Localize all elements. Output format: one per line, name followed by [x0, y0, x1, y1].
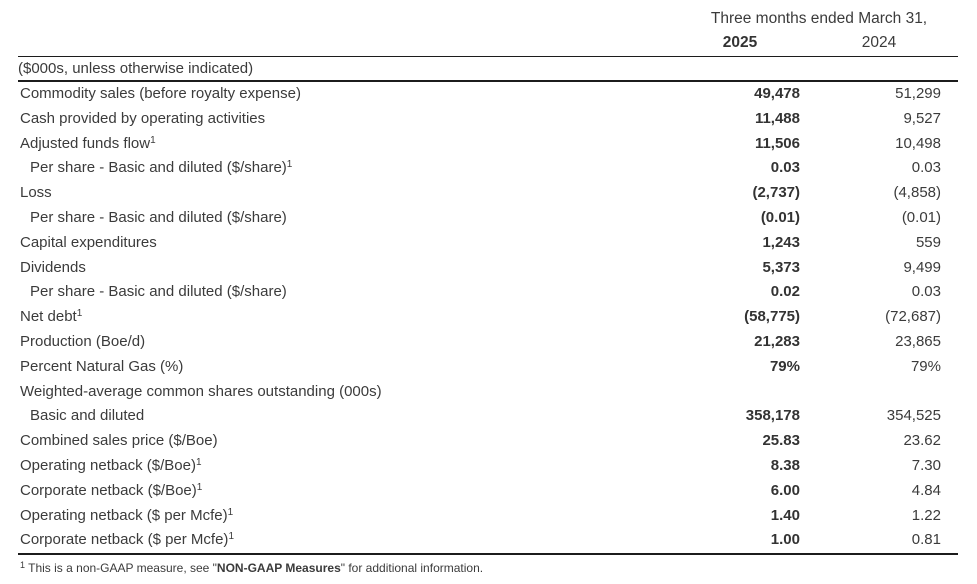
value-2024: (4,858) — [893, 184, 941, 202]
table-row: Production (Boe/d) 21,283 23,865 — [18, 330, 958, 355]
table-row: Combined sales price ($/Boe) 25.83 23.62 — [18, 429, 958, 454]
value-2024: 4.84 — [911, 481, 941, 499]
period-header-row: Three months ended March 31, — [18, 6, 958, 32]
row-label: Corporate netback ($/Boe)1 — [20, 481, 203, 499]
value-2025: 21,283 — [754, 332, 800, 350]
value-2025: 0.02 — [770, 283, 800, 301]
divider-top — [18, 56, 958, 57]
table-row: Operating netback ($ per Mcfe)1 1.40 1.2… — [18, 504, 958, 529]
footnote: 1 This is a non-GAAP measure, see "NON-G… — [18, 555, 958, 576]
row-label: Combined sales price ($/Boe) — [20, 432, 218, 450]
value-2024: 1.22 — [911, 506, 941, 524]
footnote-marker: 1 — [76, 308, 83, 320]
row-label: Capital expenditures — [20, 233, 157, 251]
unit-note: ($000s, unless otherwise indicated) — [18, 60, 254, 77]
footnote-marker: 1 — [20, 560, 26, 571]
value-2025: 11,506 — [754, 134, 800, 152]
footnote-marker: 1 — [227, 506, 234, 518]
footnote-text: This is a non-GAAP measure, see " — [25, 561, 217, 576]
value-2025: 6.00 — [770, 481, 800, 499]
value-2025: 8.38 — [770, 456, 800, 474]
value-2025: 1.00 — [770, 531, 800, 549]
footnote-marker: 1 — [196, 481, 203, 493]
value-2025: 25.83 — [762, 432, 800, 450]
value-2024: 23.62 — [903, 432, 941, 450]
row-label: Production (Boe/d) — [20, 332, 146, 350]
row-label: Operating netback ($/Boe)1 — [20, 456, 202, 474]
row-label: Net debt1 — [20, 308, 83, 326]
financial-summary-table: Three months ended March 31, 2025 2024 (… — [18, 0, 958, 576]
table-row: Basic and diluted 358,178 354,525 — [18, 404, 958, 429]
table-row: Weighted-average common shares outstandi… — [18, 380, 958, 405]
row-label: Adjusted funds flow1 — [20, 134, 156, 152]
footnote-marker: 1 — [195, 456, 202, 468]
table-row: Per share - Basic and diluted ($/share) … — [18, 206, 958, 231]
footnote-reference: NON-GAAP Measures — [216, 561, 341, 576]
row-label: Cash provided by operating activities — [20, 109, 266, 127]
table-row: Dividends 5,373 9,499 — [18, 256, 958, 281]
table-row: Corporate netback ($/Boe)1 6.00 4.84 — [18, 479, 958, 504]
column-header-2024: 2024 — [861, 34, 897, 51]
footnote-marker: 1 — [286, 159, 293, 171]
value-2024: 7.30 — [911, 456, 941, 474]
value-2025: 49,478 — [754, 85, 800, 102]
footnote-marker: 1 — [228, 531, 234, 543]
row-label: Operating netback ($ per Mcfe)1 — [20, 506, 234, 524]
value-2024: 0.81 — [911, 531, 941, 549]
value-2024: 51,299 — [895, 85, 941, 102]
year-columns-row: 2025 2024 — [18, 32, 958, 56]
row-label: Commodity sales (before royalty expense) — [20, 85, 301, 102]
table-body: Commodity sales (before royalty expense)… — [18, 82, 958, 553]
column-header-2025: 2025 — [722, 34, 758, 51]
value-2024: (72,687) — [885, 308, 941, 326]
value-2025: 358,178 — [745, 407, 800, 425]
unit-note-row: ($000s, unless otherwise indicated) — [18, 57, 958, 80]
table-row: Capital expenditures 1,243 559 — [18, 231, 958, 256]
row-label: Dividends — [20, 258, 86, 276]
table-row: Cash provided by operating activities 11… — [18, 107, 958, 132]
row-label: Basic and diluted — [30, 407, 145, 425]
value-2024: 559 — [915, 233, 941, 251]
row-label: Weighted-average common shares outstandi… — [20, 382, 382, 400]
table-row: Corporate netback ($ per Mcfe)1 1.00 0.8… — [18, 528, 958, 553]
row-label: Per share - Basic and diluted ($/share) — [30, 283, 287, 301]
value-2025: (2,737) — [752, 184, 800, 202]
table-row: Per share - Basic and diluted ($/share)1… — [18, 156, 958, 181]
value-2025: 79% — [769, 357, 800, 375]
value-2025: (58,775) — [744, 308, 800, 326]
row-label: Corporate netback ($ per Mcfe)1 — [20, 531, 234, 549]
value-2025: 0.03 — [770, 159, 800, 177]
value-2025: 5,373 — [762, 258, 800, 276]
period-header: Three months ended March 31, — [710, 10, 928, 27]
value-2024: 0.03 — [911, 159, 941, 177]
value-2024: 79% — [910, 357, 941, 375]
row-label: Per share - Basic and diluted ($/share) — [30, 208, 287, 226]
table-row: Adjusted funds flow1 11,506 10,498 — [18, 132, 958, 157]
value-2025: 1,243 — [762, 233, 800, 251]
row-label: Percent Natural Gas (%) — [20, 357, 184, 375]
table-row: Commodity sales (before royalty expense)… — [18, 82, 958, 107]
divider-bottom — [18, 553, 958, 556]
value-2024: (0.01) — [901, 208, 941, 226]
table-row: Operating netback ($/Boe)1 8.38 7.30 — [18, 454, 958, 479]
table-row: Net debt1 (58,775) (72,687) — [18, 305, 958, 330]
value-2024: 9,499 — [903, 258, 941, 276]
value-2024: 10,498 — [895, 134, 941, 152]
value-2025: (0.01) — [760, 208, 800, 226]
value-2024: 23,865 — [895, 332, 941, 350]
value-2025: 1.40 — [770, 506, 800, 524]
value-2024: 9,527 — [903, 109, 941, 127]
value-2024: 354,525 — [886, 407, 941, 425]
divider-header — [18, 80, 958, 82]
table-row: Percent Natural Gas (%) 79% 79% — [18, 355, 958, 380]
table-row: Per share - Basic and diluted ($/share) … — [18, 280, 958, 305]
row-label: Loss — [20, 184, 52, 202]
footnote-marker: 1 — [150, 134, 156, 146]
row-label: Per share - Basic and diluted ($/share)1 — [30, 159, 293, 177]
table-row: Loss (2,737) (4,858) — [18, 181, 958, 206]
footnote-text: " for additional information. — [340, 561, 484, 576]
value-2025: 11,488 — [754, 109, 800, 127]
value-2024: 0.03 — [911, 283, 941, 301]
